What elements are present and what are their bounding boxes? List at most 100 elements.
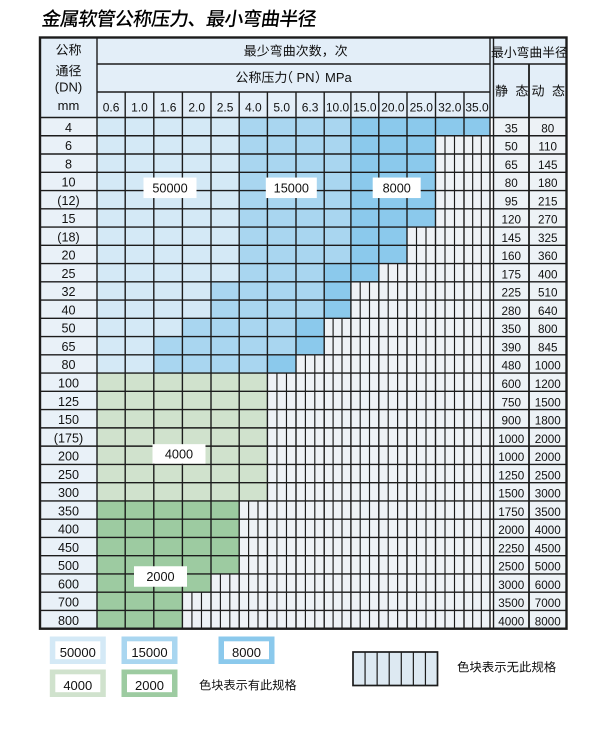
svg-text:6.3: 6.3: [302, 101, 319, 115]
svg-text:6: 6: [65, 139, 72, 153]
svg-text:1.6: 1.6: [160, 101, 177, 115]
svg-text:125: 125: [58, 395, 79, 409]
svg-text:450: 450: [58, 541, 79, 555]
svg-text:50: 50: [61, 322, 75, 336]
svg-text:180: 180: [538, 177, 558, 190]
svg-text:2000: 2000: [498, 524, 525, 537]
svg-text:0.6: 0.6: [103, 101, 120, 115]
svg-text:15.0: 15.0: [353, 101, 377, 115]
svg-text:350: 350: [58, 504, 79, 518]
svg-text:6000: 6000: [535, 579, 562, 592]
svg-text:350: 350: [501, 323, 521, 336]
svg-text:800: 800: [58, 614, 79, 628]
svg-text:4500: 4500: [535, 542, 562, 555]
svg-text:8: 8: [65, 157, 72, 171]
svg-text:300: 300: [58, 486, 79, 500]
svg-text:3500: 3500: [498, 597, 525, 610]
svg-text:100: 100: [58, 377, 79, 391]
svg-text:4: 4: [65, 121, 72, 135]
svg-text:250: 250: [58, 468, 79, 482]
svg-text:145: 145: [538, 159, 558, 172]
svg-text:700: 700: [58, 596, 79, 610]
svg-text:1250: 1250: [498, 469, 525, 482]
svg-text:2000: 2000: [535, 433, 562, 446]
svg-text:2500: 2500: [498, 561, 525, 574]
svg-text:270: 270: [538, 214, 558, 227]
svg-text:2500: 2500: [535, 469, 562, 482]
svg-text:80: 80: [61, 358, 75, 372]
svg-text:2000: 2000: [135, 678, 164, 693]
svg-text:2000: 2000: [146, 570, 174, 584]
svg-text:160: 160: [501, 250, 521, 263]
svg-text:600: 600: [58, 577, 79, 591]
svg-text:1000: 1000: [535, 360, 562, 373]
svg-text:15000: 15000: [274, 181, 309, 195]
svg-text:35: 35: [505, 122, 519, 135]
svg-text:15000: 15000: [131, 645, 167, 660]
svg-text:(175): (175): [54, 431, 83, 445]
svg-text:40: 40: [61, 303, 75, 317]
svg-text:32.0: 32.0: [438, 101, 462, 115]
svg-text:1000: 1000: [498, 451, 525, 464]
svg-text:120: 120: [501, 214, 521, 227]
svg-text:8000: 8000: [535, 615, 562, 628]
svg-text:2000: 2000: [535, 451, 562, 464]
svg-text:400: 400: [538, 268, 558, 281]
svg-text:2.5: 2.5: [217, 101, 234, 115]
svg-text:PN: PN: [297, 70, 315, 85]
svg-text:5000: 5000: [535, 561, 562, 574]
svg-text:15: 15: [61, 212, 75, 226]
svg-text:80: 80: [505, 177, 519, 190]
svg-text:400: 400: [58, 523, 79, 537]
svg-text:3000: 3000: [535, 488, 562, 501]
svg-text:4000: 4000: [535, 524, 562, 537]
svg-text:480: 480: [501, 360, 521, 373]
svg-text:20.0: 20.0: [381, 101, 405, 115]
svg-text:(DN): (DN): [55, 80, 82, 95]
svg-text:50000: 50000: [152, 181, 187, 195]
svg-text:280: 280: [501, 305, 521, 318]
svg-text:1200: 1200: [535, 378, 562, 391]
svg-text:50: 50: [505, 141, 519, 154]
svg-text:600: 600: [501, 378, 521, 391]
svg-text:(18): (18): [57, 230, 79, 244]
svg-text:32: 32: [61, 285, 75, 299]
svg-text:325: 325: [538, 232, 558, 245]
svg-text:175: 175: [501, 268, 521, 281]
svg-text:1000: 1000: [498, 433, 525, 446]
svg-text:4000: 4000: [498, 615, 525, 628]
svg-text:390: 390: [501, 341, 521, 354]
svg-text:35.0: 35.0: [465, 101, 489, 115]
svg-text:2250: 2250: [498, 542, 525, 555]
svg-text:4.0: 4.0: [245, 101, 262, 115]
svg-text:65: 65: [505, 159, 519, 172]
svg-text:215: 215: [538, 195, 558, 208]
svg-text:1500: 1500: [535, 396, 562, 409]
svg-text:110: 110: [538, 141, 557, 154]
svg-text:1.0: 1.0: [131, 101, 148, 115]
svg-text:150: 150: [58, 413, 79, 427]
svg-text:mm: mm: [58, 98, 80, 113]
svg-text:500: 500: [58, 559, 79, 573]
svg-text:10: 10: [61, 176, 75, 190]
svg-text:510: 510: [538, 287, 558, 300]
svg-text:3000: 3000: [498, 579, 525, 592]
svg-text:(12): (12): [57, 194, 79, 208]
svg-text:1500: 1500: [498, 488, 525, 501]
svg-text:10.0: 10.0: [326, 101, 350, 115]
svg-text:1800: 1800: [535, 415, 562, 428]
svg-text:25: 25: [61, 267, 75, 281]
svg-text:200: 200: [58, 450, 79, 464]
svg-text:8000: 8000: [383, 181, 411, 195]
svg-text:MPa: MPa: [325, 70, 353, 85]
svg-text:1750: 1750: [498, 506, 525, 519]
svg-text:50000: 50000: [60, 645, 96, 660]
svg-text:845: 845: [538, 341, 558, 354]
svg-text:800: 800: [538, 323, 558, 336]
svg-text:640: 640: [538, 305, 558, 318]
svg-text:900: 900: [501, 415, 521, 428]
svg-text:80: 80: [541, 122, 555, 135]
svg-text:145: 145: [501, 232, 521, 245]
svg-text:5.0: 5.0: [273, 101, 290, 115]
svg-text:4000: 4000: [165, 447, 193, 461]
